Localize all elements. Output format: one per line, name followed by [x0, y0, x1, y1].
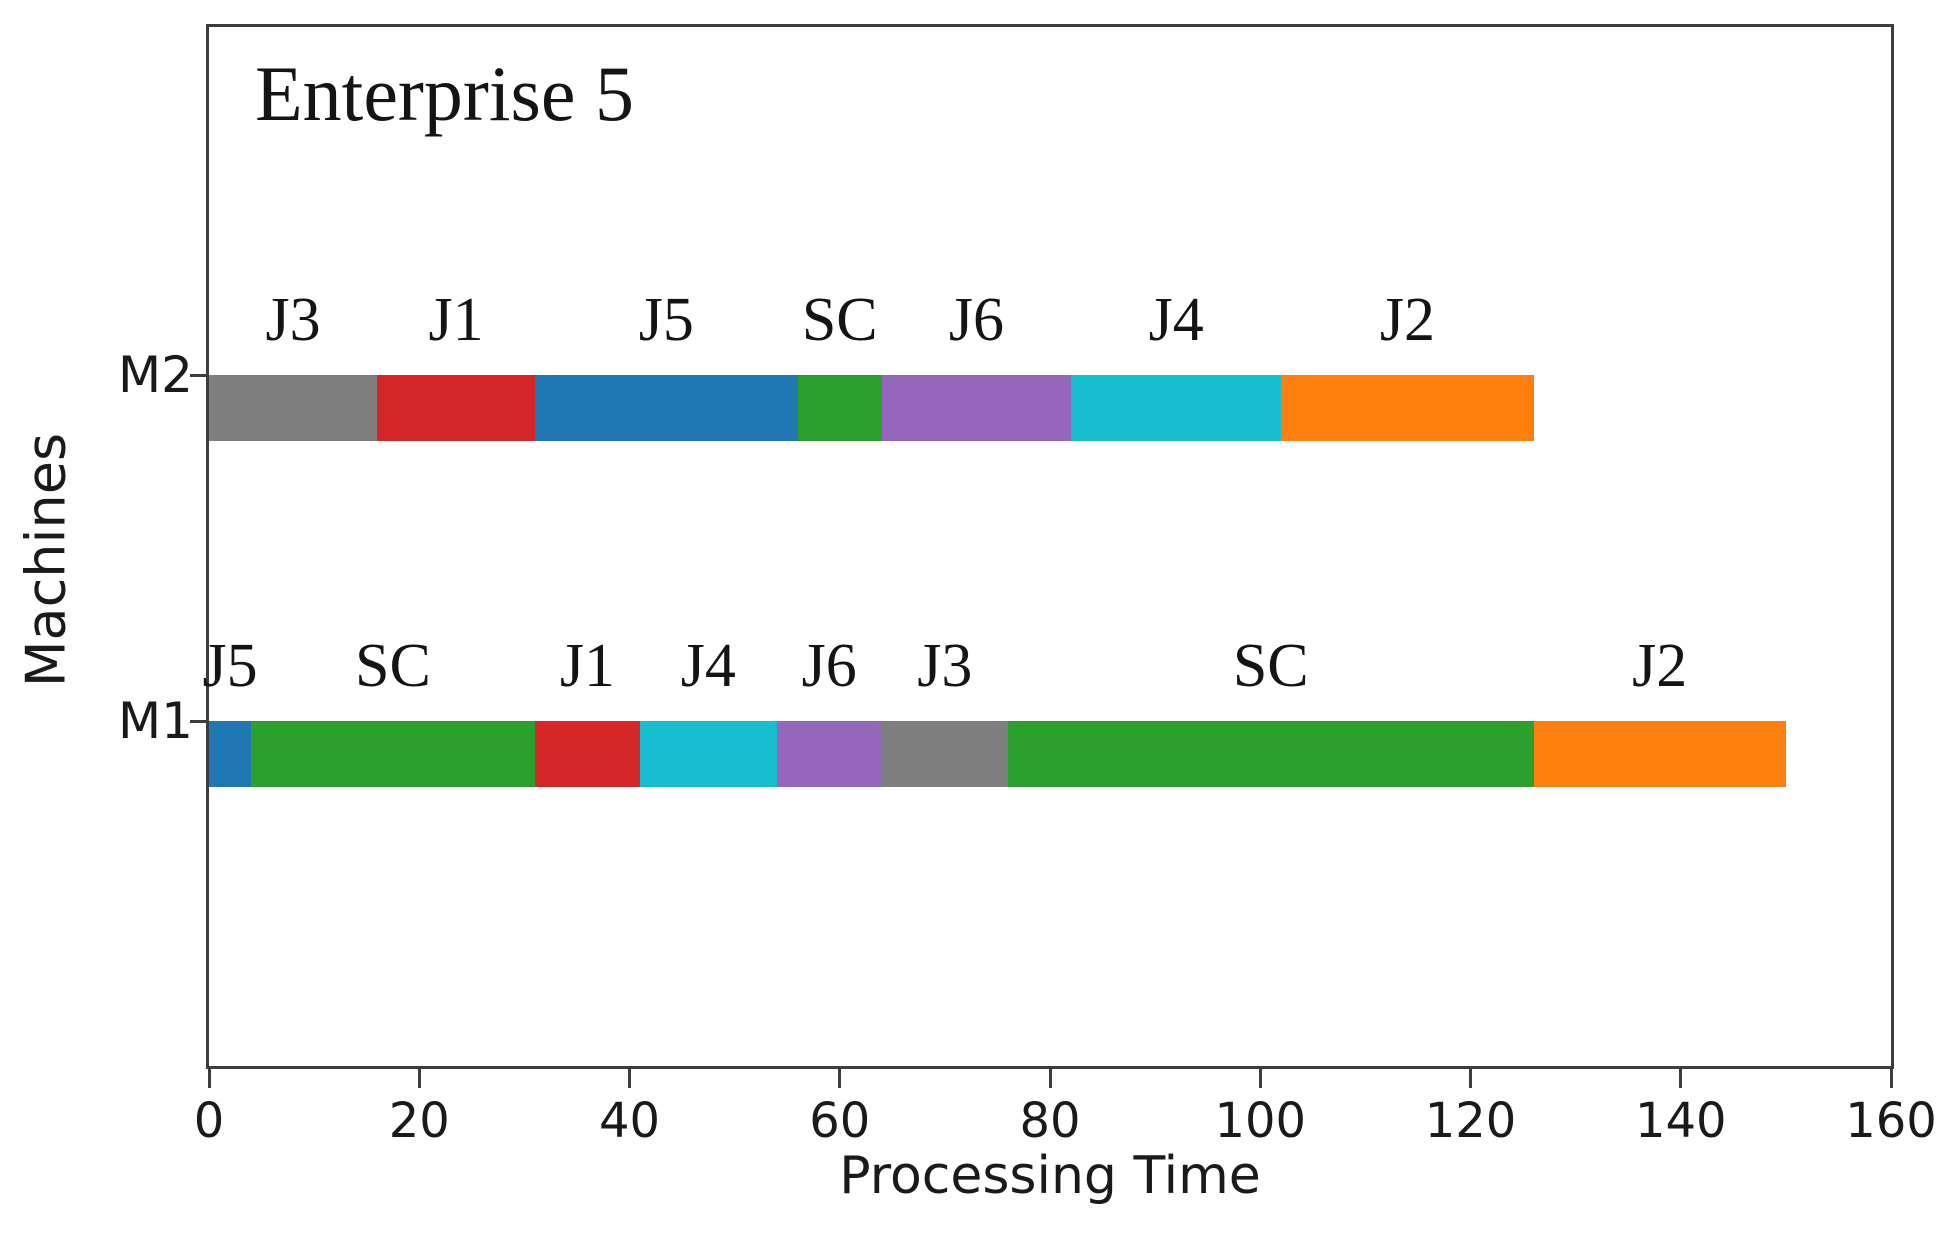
segment-job-label: SC [801, 286, 878, 354]
x-tick-label: 20 [388, 1093, 450, 1149]
x-tick-label: 40 [598, 1093, 661, 1149]
x-tick-label: 140 [1634, 1093, 1727, 1149]
x-tick-label: 80 [1019, 1093, 1081, 1149]
segment-job-label: SC [355, 632, 431, 700]
gantt-bar-segment [881, 721, 1008, 787]
gantt-bar-segment [1281, 375, 1534, 441]
segment-job-label: J2 [1379, 286, 1435, 354]
x-tick-mark [417, 1069, 421, 1088]
gantt-bar-segment [534, 721, 640, 787]
x-tick-mark [1048, 1069, 1052, 1088]
x-tick-mark [1679, 1069, 1683, 1088]
plot-area: Enterprise 5 0 20 40 60 80 100 120 140 160 M2 J3 J1… [118, 24, 1937, 1149]
segment-job-label: J1 [559, 632, 616, 700]
x-tick-mark [628, 1069, 631, 1088]
segment-job-label: SC [1232, 632, 1309, 700]
machine-tick-label: M1 [118, 692, 193, 750]
x-tick-label: 100 [1214, 1093, 1307, 1149]
x-axis-label: Processing Time [839, 1146, 1261, 1206]
y-tick-mark [190, 720, 206, 723]
chart-title: Enterprise 5 [255, 50, 635, 137]
segment-job-label: J2 [1632, 632, 1688, 700]
gantt-bar-segment [534, 375, 798, 441]
gantt-bar-segment [1007, 721, 1534, 787]
gantt-bar-segment [881, 375, 1072, 441]
x-tick-mark [1258, 1069, 1262, 1088]
segment-job-label: J3 [265, 286, 321, 354]
gantt-bar-segment [1533, 721, 1786, 787]
machine-tick-label: M2 [118, 346, 193, 404]
segment-job-label: J5 [202, 632, 258, 700]
x-tick-label: 120 [1424, 1093, 1517, 1149]
x-tick-mark [838, 1069, 842, 1088]
y-axis-label: Machines [14, 432, 78, 688]
gantt-bar-segment [1071, 375, 1282, 441]
gantt-bar-segment [776, 721, 882, 787]
gantt-bar-segment [640, 721, 777, 787]
x-tick-mark [207, 1069, 211, 1088]
x-tick-label: 60 [809, 1093, 871, 1149]
gantt-bar-segment [209, 721, 252, 787]
segment-job-label: J6 [801, 632, 857, 700]
gantt-bar-segment [209, 375, 378, 441]
segment-job-label: J1 [428, 286, 484, 354]
segment-job-label: J4 [680, 632, 736, 700]
segment-job-label: J6 [948, 286, 1004, 354]
y-tick-mark [190, 374, 206, 377]
segment-job-label: J4 [1148, 286, 1204, 354]
x-tick-label: 0 [193, 1093, 225, 1149]
gantt-bar-segment [377, 375, 535, 441]
segment-job-label: J3 [917, 632, 973, 700]
gantt-bar-segment [797, 375, 882, 441]
x-tick-label: 160 [1845, 1093, 1937, 1149]
gantt-bar-segment [251, 721, 535, 787]
segment-job-label: J5 [638, 286, 694, 354]
x-tick-mark [1469, 1069, 1472, 1088]
x-tick-mark [1889, 1069, 1893, 1088]
